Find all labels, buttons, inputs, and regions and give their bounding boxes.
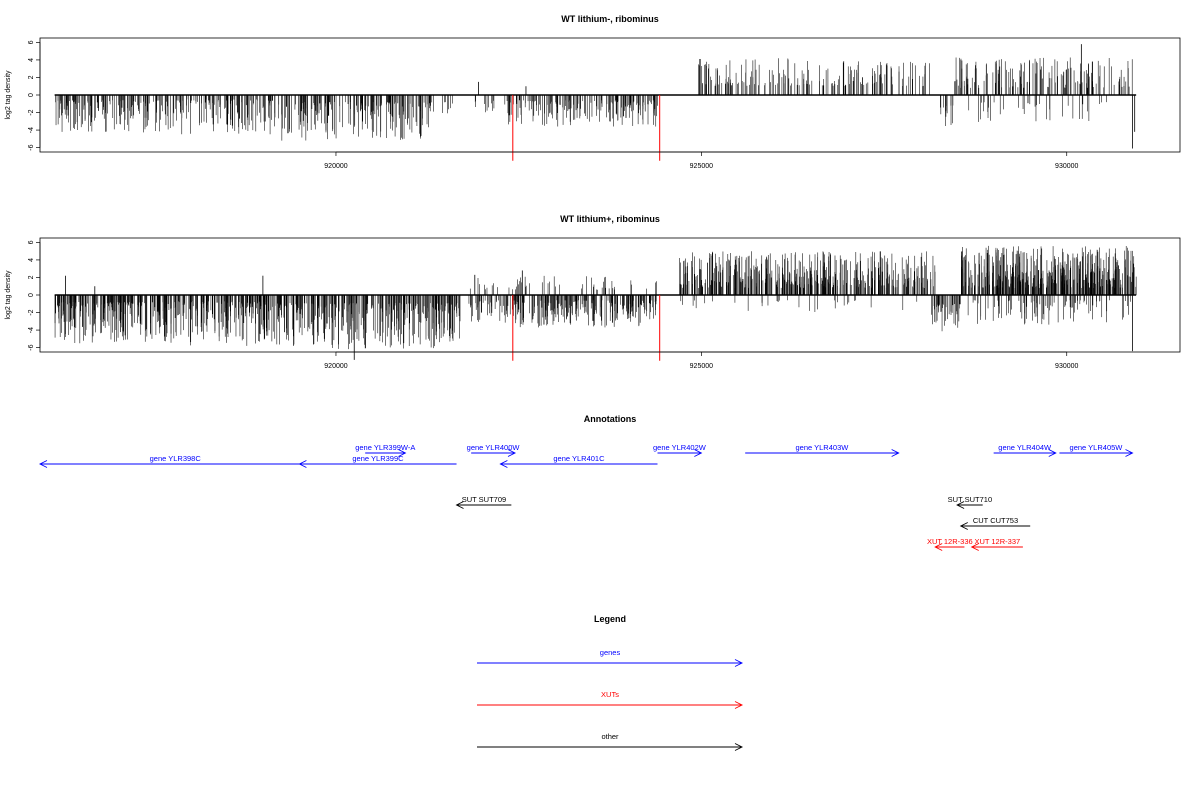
legend-arrow-head	[734, 701, 744, 709]
annotation-label: CUT CUT753	[973, 516, 1018, 525]
x-tick-label: 930000	[1055, 163, 1078, 170]
annotation-label: gene YLR401C	[553, 454, 605, 463]
arrow-head	[38, 460, 48, 468]
panel-title: WT lithium+, ribominus	[560, 214, 660, 224]
arrow-head	[398, 449, 407, 457]
y-tick-label: 6	[28, 40, 35, 44]
y-tick-label: -4	[28, 327, 35, 333]
arrow-head	[507, 449, 517, 457]
annotation-label: gene YLR399W-A	[355, 443, 415, 452]
legend-label: other	[601, 732, 619, 741]
y-tick-label: -6	[28, 144, 35, 150]
y-tick-label: 4	[28, 258, 35, 262]
arrow-head	[934, 543, 943, 551]
annotation-label: gene YLR402W	[653, 443, 707, 452]
legend: Legend genes XUTs other	[477, 614, 744, 751]
y-axis: -6 -4 -2 0 2 4 6	[28, 240, 41, 351]
arrow-head	[1125, 449, 1134, 457]
y-tick-label: -6	[28, 344, 35, 350]
annotation-label: XUT 12R-336	[927, 537, 973, 546]
panel-title: WT lithium-, ribominus	[561, 14, 659, 24]
annotation-label: gene YLR404W	[998, 443, 1052, 452]
arrow-head	[970, 543, 979, 551]
annotation-label: gene YLR399C	[352, 454, 404, 463]
y-tick-label: -4	[28, 127, 35, 133]
legend-arrow-head	[734, 743, 744, 751]
annotation-label: gene YLR403W	[796, 443, 850, 452]
y-axis-label: log2 tag density	[5, 270, 12, 320]
x-tick-label: 920000	[324, 363, 347, 370]
y-tick-label: -2	[28, 109, 35, 115]
y-tick-label: 2	[28, 75, 35, 79]
x-tick-label: 925000	[690, 363, 713, 370]
legend-label: genes	[600, 648, 621, 657]
x-axis: 920000 925000 930000	[324, 151, 1079, 170]
legend-label: XUTs	[601, 690, 619, 699]
annotation-items: gene YLR398C gene YLR399W-A gene YLR399C ge…	[38, 443, 1134, 551]
annotations-title: Annotations	[584, 414, 637, 424]
x-tick-label: 920000	[324, 163, 347, 170]
y-tick-label: 4	[28, 58, 35, 62]
arrow-head	[694, 449, 703, 457]
legend-title: Legend	[594, 614, 626, 624]
annotation-label: SUT SUT709	[462, 495, 506, 504]
arrow-head	[891, 449, 900, 457]
y-axis-label: log2 tag density	[5, 70, 12, 120]
arrow-head	[499, 460, 508, 468]
arrow-head	[455, 501, 464, 509]
legend-arrow-head	[734, 659, 744, 667]
y-tick-label: 6	[28, 240, 35, 244]
arrow-head	[959, 522, 968, 530]
y-tick-label: 0	[28, 93, 35, 97]
legend-entries: genes XUTs other	[477, 648, 744, 751]
annotation-label: gene YLR400W	[467, 443, 521, 452]
y-axis: -6 -4 -2 0 2 4 6	[28, 40, 41, 151]
panel-lithium-minus: WT lithium-, ribominus log2 tag density …	[5, 14, 1181, 170]
bar-group	[54, 44, 1137, 161]
y-tick-label: 2	[28, 275, 35, 279]
x-axis: 920000 925000 930000	[324, 351, 1079, 370]
y-tick-label: -2	[28, 309, 35, 315]
annotation-label: gene YLR405W	[1070, 443, 1124, 452]
y-tick-label: 0	[28, 293, 35, 297]
x-tick-label: 930000	[1055, 363, 1078, 370]
arrow-head	[956, 501, 965, 509]
arrow-head	[1048, 449, 1057, 457]
annotation-label: XUT 12R-337	[974, 537, 1020, 546]
x-tick-label: 925000	[690, 163, 713, 170]
bar-group	[54, 245, 1137, 361]
arrow-head	[298, 460, 307, 468]
annotation-label: gene YLR398C	[150, 454, 202, 463]
annotation-label: SUT SUT710	[948, 495, 992, 504]
panel-lithium-plus: WT lithium+, ribominus log2 tag density …	[5, 214, 1181, 370]
